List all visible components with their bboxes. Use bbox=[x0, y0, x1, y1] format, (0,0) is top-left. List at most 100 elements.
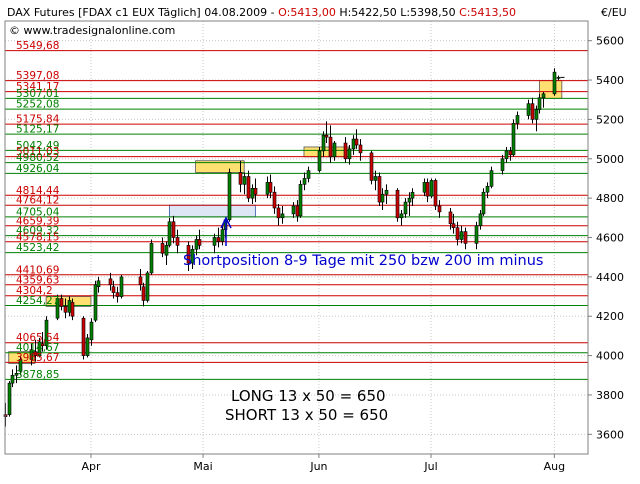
candle-up bbox=[534, 109, 539, 120]
candle-up bbox=[556, 77, 561, 79]
candle-up bbox=[537, 97, 542, 110]
y-tick-label: 5000 bbox=[596, 153, 624, 166]
candle-down bbox=[111, 286, 116, 293]
header-high: H:5422,50 bbox=[339, 6, 396, 19]
header-symbol: DAX Futures [FDAX c1 EUX Täglich] 04.08.… bbox=[7, 6, 516, 19]
candle-down bbox=[81, 317, 86, 356]
candle-down bbox=[40, 343, 45, 347]
candle-up bbox=[373, 176, 378, 181]
candle-down bbox=[138, 276, 143, 286]
y-tick-label: 4600 bbox=[596, 232, 624, 245]
candle-up bbox=[317, 150, 322, 171]
candle-up bbox=[306, 170, 311, 179]
candle-up bbox=[298, 184, 303, 217]
level-label: 4814,44 bbox=[16, 185, 60, 197]
level-label: 4578,15 bbox=[16, 231, 59, 243]
level-label: 5252,08 bbox=[16, 99, 59, 111]
level-label: 3965,67 bbox=[16, 352, 59, 364]
candle-down bbox=[70, 302, 75, 317]
candle-up bbox=[321, 134, 326, 152]
currency-unit: €/EU bbox=[601, 6, 627, 19]
y-tick-label: 4000 bbox=[596, 350, 624, 363]
candle-up bbox=[37, 341, 42, 356]
level-label: 5011,03 bbox=[16, 146, 59, 158]
y-tick-label: 5400 bbox=[596, 74, 624, 87]
x-tick-label: Apr bbox=[81, 460, 101, 473]
candle-down bbox=[268, 182, 273, 193]
candle-up bbox=[500, 158, 505, 171]
candle-up bbox=[302, 178, 307, 185]
annotations: Shortposition 8-9 Tage mit 250 bzw 200 i… bbox=[183, 216, 543, 424]
candle-down bbox=[63, 306, 68, 313]
candle-up bbox=[242, 176, 247, 185]
candle-down bbox=[141, 286, 146, 301]
level-label: 4980,52 bbox=[16, 152, 59, 164]
candle-up bbox=[167, 221, 172, 246]
candle-up bbox=[227, 172, 232, 221]
candle-up bbox=[55, 298, 60, 319]
candle-up bbox=[212, 237, 217, 246]
candle-down bbox=[272, 191, 277, 209]
candle-up bbox=[526, 103, 531, 116]
plot-frame bbox=[4, 20, 589, 455]
y-tick-label: 5200 bbox=[596, 113, 624, 126]
level-label: 4359,63 bbox=[16, 274, 59, 286]
blue-zone bbox=[169, 204, 256, 218]
candle-up bbox=[89, 321, 94, 341]
x-tick-label: Aug bbox=[544, 460, 565, 473]
candle-up bbox=[194, 239, 199, 250]
candle-up bbox=[149, 243, 154, 274]
candle-down bbox=[451, 223, 456, 228]
yellow-zone bbox=[195, 160, 245, 173]
level-label: 4014,67 bbox=[16, 342, 59, 354]
candle-down bbox=[160, 243, 165, 254]
candle-up bbox=[478, 213, 483, 226]
y-tick-label: 3800 bbox=[596, 389, 624, 402]
candle-down bbox=[433, 180, 438, 207]
candle-up bbox=[407, 197, 412, 203]
candle-up bbox=[504, 150, 509, 160]
level-label: 4705,04 bbox=[16, 206, 60, 218]
candle-up bbox=[459, 231, 464, 240]
candle-up bbox=[93, 284, 98, 321]
candle-up bbox=[485, 186, 490, 193]
level-label: 4304,2 bbox=[16, 285, 53, 297]
level-label: 4926,04 bbox=[16, 163, 60, 175]
header-low: L:5398,50 bbox=[400, 6, 455, 19]
header-open: O:5413,00 bbox=[278, 6, 336, 19]
candle-up bbox=[67, 300, 72, 313]
long-summary: LONG 13 x 50 = 650 bbox=[231, 387, 386, 405]
y-tick-label: 4400 bbox=[596, 271, 624, 284]
yellow-zone bbox=[303, 146, 350, 158]
level-label: 5341,17 bbox=[16, 81, 59, 93]
candle-down bbox=[295, 205, 300, 217]
candle-down bbox=[343, 142, 348, 160]
level-label: 4609,32 bbox=[16, 225, 59, 237]
candle-down bbox=[437, 205, 442, 213]
candle-up bbox=[347, 148, 352, 160]
candle-up bbox=[85, 337, 90, 356]
chart-header: DAX Futures [FDAX c1 EUX Täglich] 04.08.… bbox=[7, 6, 627, 37]
level-label: 5307,01 bbox=[16, 88, 59, 100]
candle-down bbox=[377, 176, 382, 203]
candle-up bbox=[164, 245, 169, 256]
candle-up bbox=[511, 123, 516, 156]
candle-up bbox=[380, 193, 385, 203]
candle-up bbox=[351, 138, 356, 150]
candle-down bbox=[354, 138, 359, 146]
x-tick-label: Mai bbox=[193, 460, 212, 473]
candle-down bbox=[253, 187, 258, 195]
website-credit: © www.tradesignalonline.com bbox=[9, 24, 175, 37]
candle-down bbox=[197, 239, 202, 246]
candle-up bbox=[119, 276, 124, 297]
candle-up bbox=[474, 225, 479, 244]
candle-down bbox=[358, 144, 363, 154]
x-tick-label: Jun bbox=[309, 460, 327, 473]
candle-up bbox=[220, 229, 225, 242]
candle-up bbox=[403, 201, 408, 215]
candle-down bbox=[216, 237, 221, 242]
candle-up bbox=[481, 191, 486, 215]
y-tick-label: 5600 bbox=[596, 35, 624, 48]
